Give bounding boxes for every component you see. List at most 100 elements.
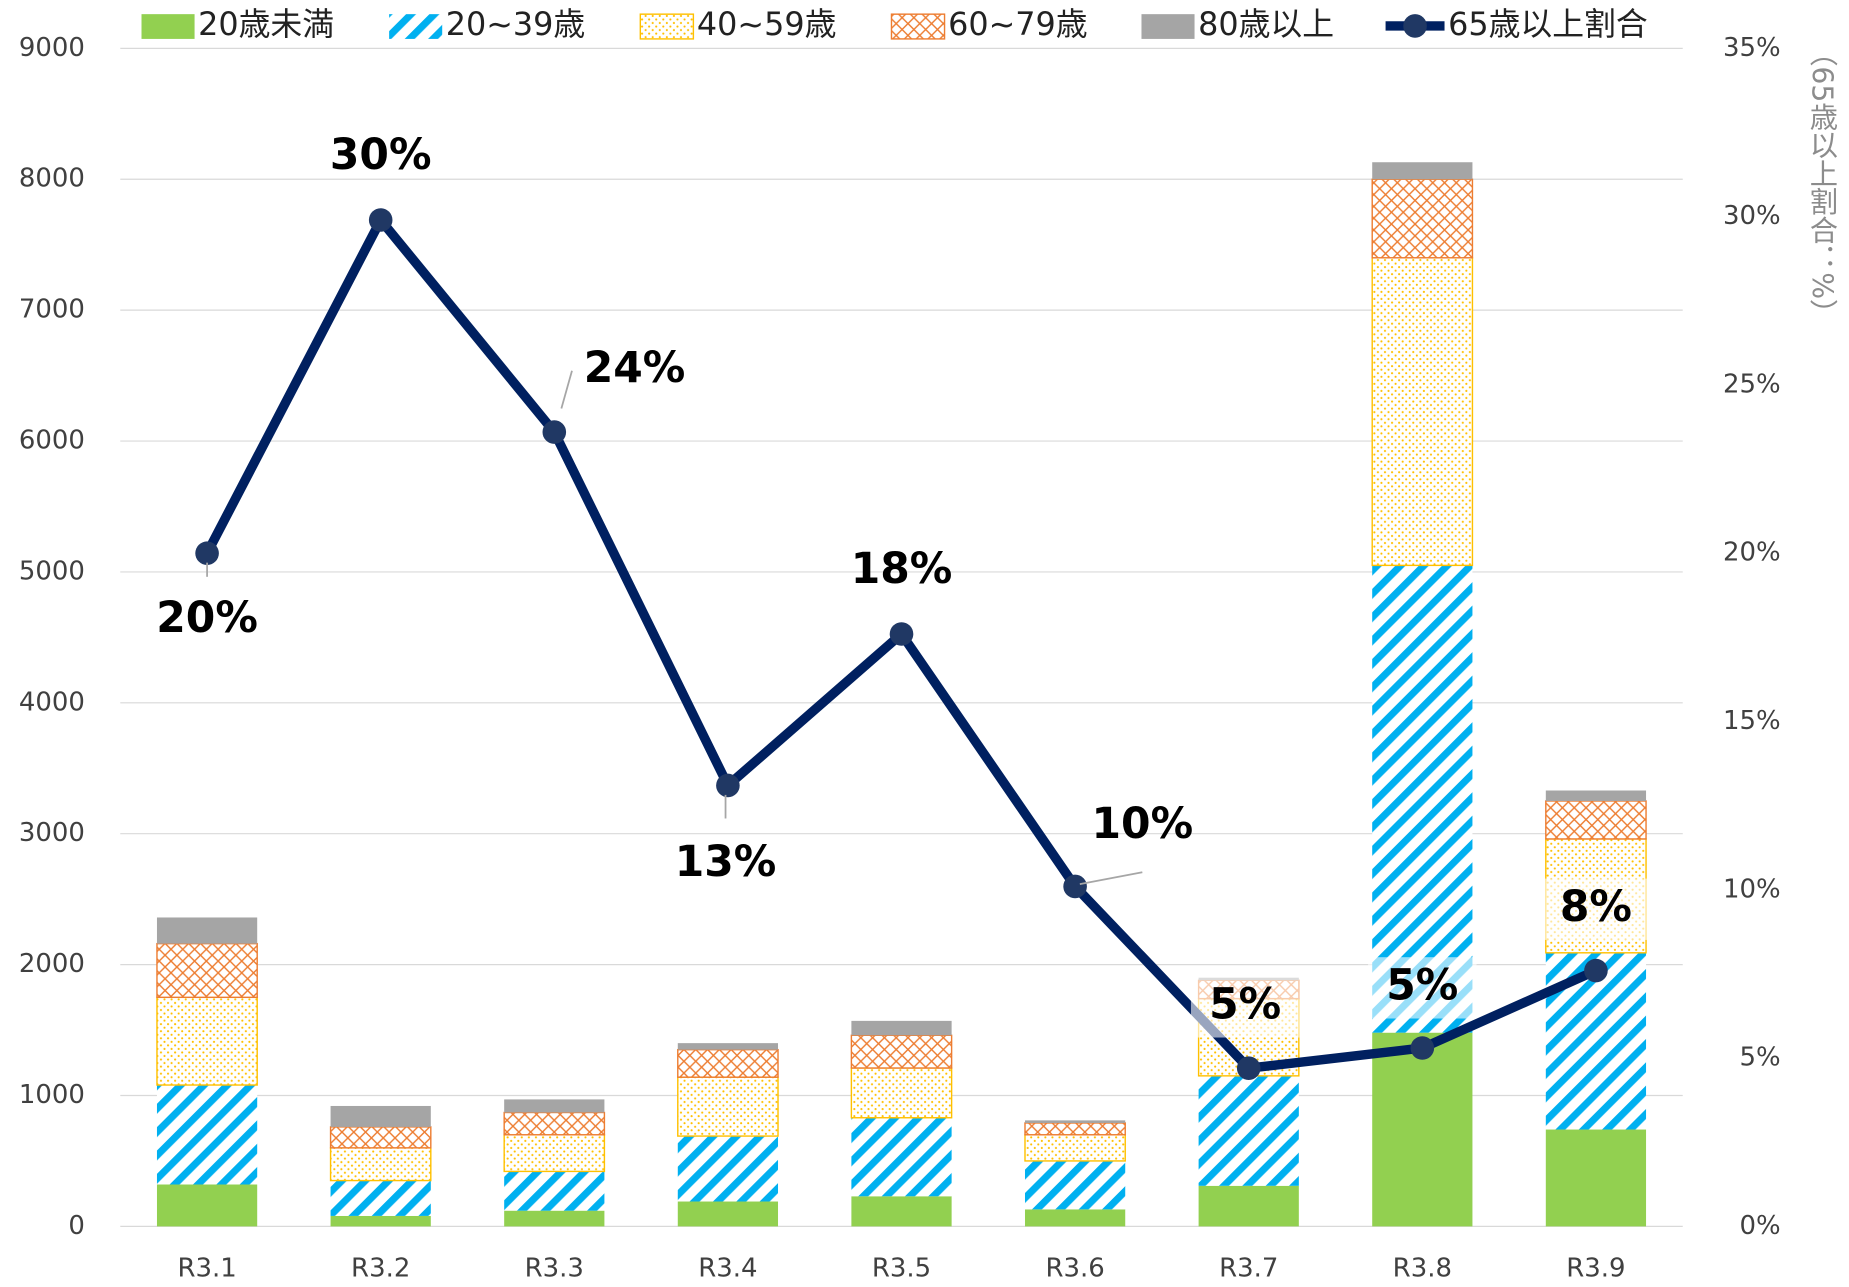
bar bbox=[1545, 800, 1647, 840]
x-tick-label: R3.8 bbox=[1393, 1253, 1452, 1283]
y-tick-label: 4000 bbox=[19, 687, 85, 717]
line-marker bbox=[195, 541, 219, 566]
bar bbox=[503, 1111, 606, 1136]
legend-swatch bbox=[389, 14, 443, 39]
data-label: 18% bbox=[851, 545, 953, 594]
bar bbox=[677, 1048, 779, 1078]
data-label: 20% bbox=[156, 594, 258, 643]
y-tick-label: 0 bbox=[68, 1211, 85, 1241]
x-tick-label: R3.3 bbox=[525, 1253, 584, 1283]
bar bbox=[851, 1020, 952, 1036]
legend-label: 80歳以上 bbox=[1198, 5, 1334, 43]
bar bbox=[1545, 790, 1647, 801]
y-tick-label: 2000 bbox=[19, 949, 85, 979]
label-box bbox=[1190, 976, 1300, 1038]
legend-label: 65歳以上割合 bbox=[1448, 5, 1648, 43]
bar bbox=[677, 1076, 779, 1137]
bar bbox=[1024, 1134, 1126, 1162]
line-marker bbox=[1236, 1056, 1261, 1080]
y2-tick-label: 25% bbox=[1723, 369, 1781, 399]
bar bbox=[851, 1117, 952, 1197]
bar bbox=[1372, 162, 1473, 180]
bar bbox=[504, 1210, 605, 1227]
data-label: 10% bbox=[1092, 800, 1194, 849]
x-tick-label: R3.7 bbox=[1219, 1253, 1278, 1283]
data-label: 30% bbox=[330, 131, 432, 180]
x-tick-label: R3.6 bbox=[1045, 1253, 1104, 1283]
x-tick-label: R3.9 bbox=[1566, 1253, 1625, 1283]
y2-tick-label: 5% bbox=[1739, 1043, 1780, 1073]
data-label: 24% bbox=[584, 344, 686, 393]
bar bbox=[850, 1034, 953, 1069]
bar bbox=[1372, 1032, 1473, 1227]
bar bbox=[677, 1136, 779, 1202]
y2-tick-label: 20% bbox=[1723, 538, 1781, 568]
y2-tick-label: 15% bbox=[1723, 706, 1781, 736]
bar bbox=[156, 1085, 258, 1185]
bar bbox=[504, 1099, 605, 1113]
bar bbox=[330, 1215, 431, 1227]
y-tick-label: 6000 bbox=[19, 426, 85, 456]
line-marker bbox=[716, 773, 740, 798]
data-label: 5% bbox=[1386, 961, 1458, 1010]
line-marker bbox=[542, 420, 567, 444]
legend-label: 20歳未満 bbox=[198, 5, 334, 43]
bar bbox=[156, 1184, 258, 1227]
bar bbox=[503, 1134, 606, 1173]
bar bbox=[156, 996, 258, 1086]
y2-tick-label: 30% bbox=[1723, 201, 1781, 231]
legend-swatch bbox=[1141, 14, 1195, 39]
legend-swatch bbox=[639, 13, 695, 40]
label-box bbox=[1541, 878, 1651, 940]
y-tick-label: 1000 bbox=[19, 1080, 85, 1110]
bar bbox=[1198, 1185, 1299, 1227]
y2-tick-label: 35% bbox=[1723, 33, 1781, 63]
bar bbox=[850, 1067, 953, 1119]
x-tick-label: R3.2 bbox=[351, 1253, 410, 1283]
x-tick-label: R3.1 bbox=[177, 1253, 236, 1283]
bar bbox=[156, 942, 258, 999]
bar bbox=[329, 1126, 432, 1149]
leader-line bbox=[1079, 871, 1143, 885]
line-marker bbox=[1063, 874, 1087, 899]
y-tick-label: 3000 bbox=[19, 818, 85, 848]
bar bbox=[1024, 1122, 1126, 1136]
bar bbox=[1024, 1160, 1126, 1210]
legend-label: 60~79歳 bbox=[948, 5, 1088, 43]
bar bbox=[504, 1171, 605, 1211]
bar bbox=[1198, 1075, 1299, 1186]
x-tick-label: R3.5 bbox=[872, 1253, 931, 1283]
bar bbox=[330, 1180, 431, 1216]
bar bbox=[1371, 257, 1474, 567]
line-marker bbox=[368, 208, 393, 232]
data-label: 5% bbox=[1209, 980, 1281, 1029]
bar bbox=[1545, 1129, 1647, 1227]
legend-label: 40~59歳 bbox=[697, 5, 837, 43]
bar bbox=[677, 1201, 779, 1227]
bar bbox=[1371, 178, 1474, 259]
bar bbox=[1372, 565, 1473, 1033]
bar bbox=[1024, 1120, 1126, 1123]
bar bbox=[1024, 1209, 1126, 1227]
bar bbox=[156, 917, 258, 944]
y-tick-label: 8000 bbox=[19, 164, 85, 194]
bar bbox=[329, 1147, 432, 1182]
y-tick-label: 5000 bbox=[19, 556, 85, 586]
leader-line bbox=[560, 370, 573, 409]
line-marker bbox=[1410, 1036, 1435, 1060]
bar bbox=[851, 1196, 952, 1227]
y-tick-label: 7000 bbox=[19, 295, 85, 325]
y2-tick-label: 0% bbox=[1739, 1211, 1780, 1241]
legend-swatch bbox=[890, 13, 946, 40]
legend-swatch bbox=[141, 14, 195, 39]
y2-tick-label: 10% bbox=[1723, 874, 1781, 904]
y2-axis-title: （65歳以上割合：%） bbox=[1805, 38, 1838, 327]
bar bbox=[330, 1105, 431, 1127]
bar bbox=[677, 1043, 779, 1050]
data-label: 13% bbox=[675, 838, 777, 887]
label-box bbox=[1368, 957, 1477, 1019]
data-label: 8% bbox=[1560, 883, 1632, 932]
legend-label: 20~39歳 bbox=[446, 5, 586, 43]
y-tick-label: 9000 bbox=[19, 33, 85, 63]
